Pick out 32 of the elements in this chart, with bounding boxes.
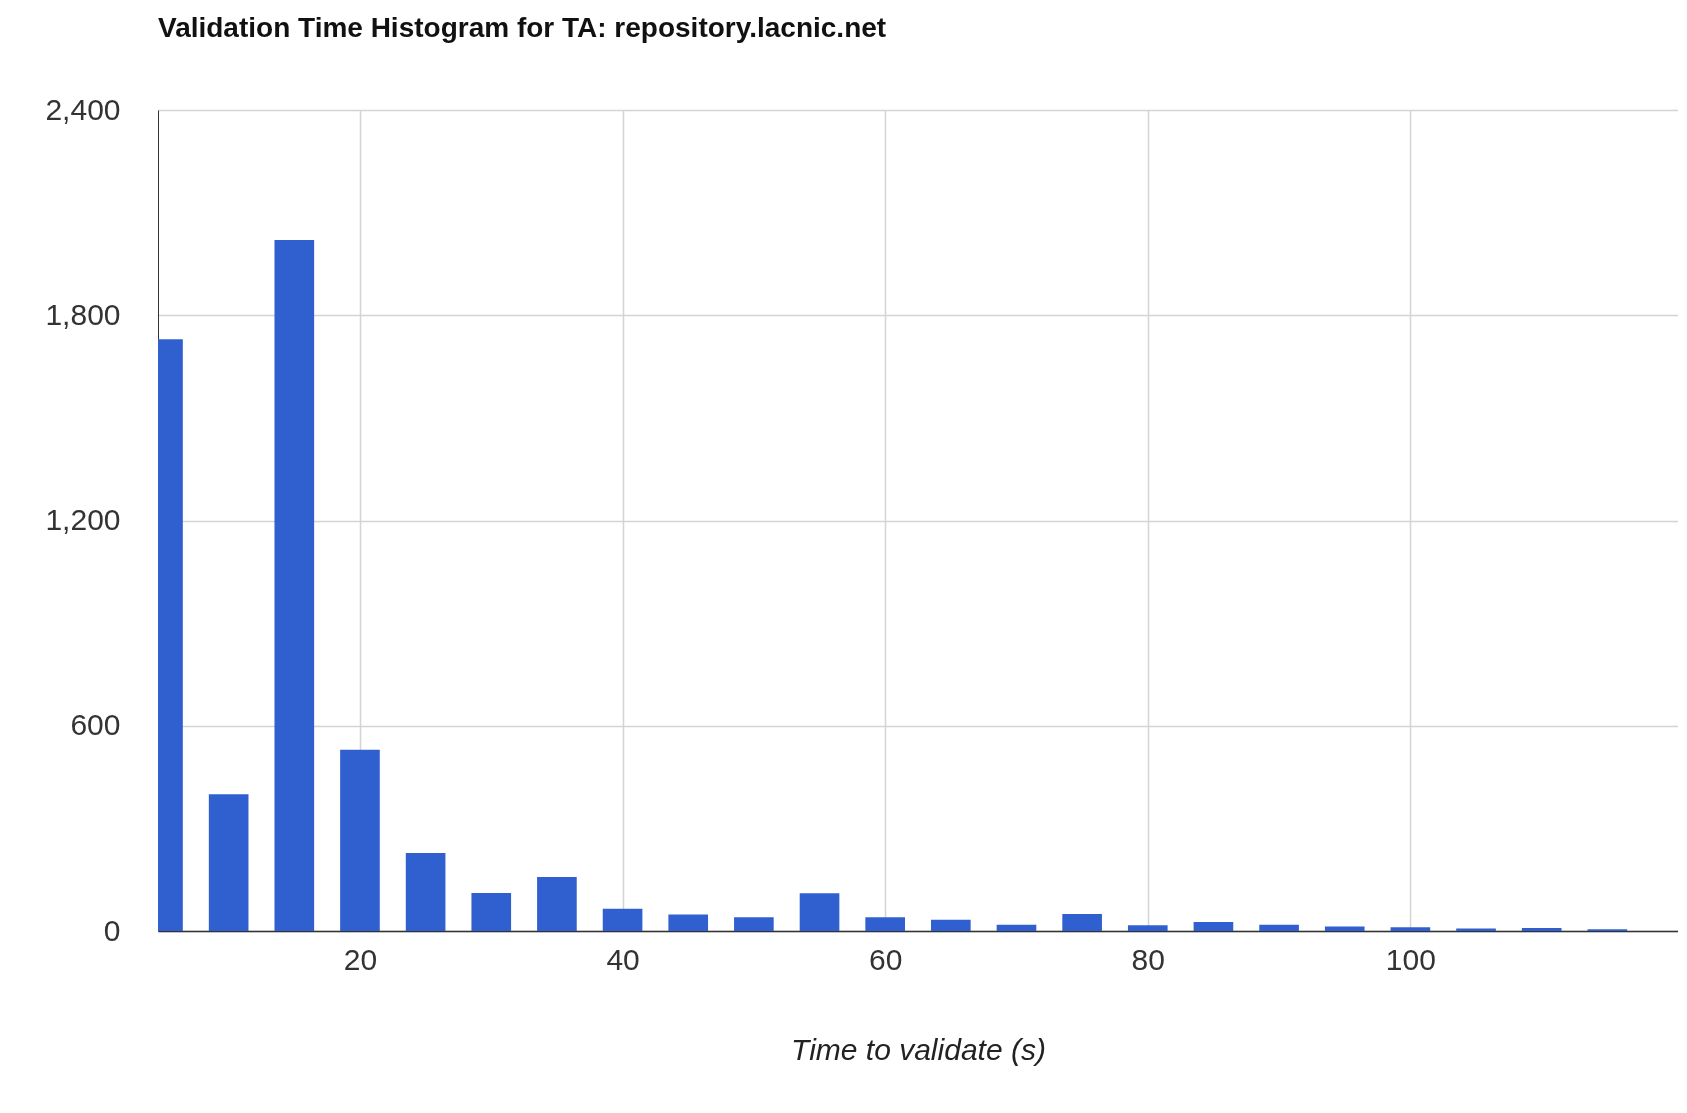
y-tick-label: 1,200 xyxy=(45,503,121,536)
bar xyxy=(1324,926,1365,931)
x-tick-label: 60 xyxy=(868,942,903,976)
bar xyxy=(1521,927,1562,931)
bar xyxy=(537,876,577,931)
x-tick-label: 40 xyxy=(606,942,640,976)
bar xyxy=(734,917,774,931)
bar xyxy=(865,917,905,931)
bar xyxy=(799,893,840,931)
x-tick-label: 100 xyxy=(1385,942,1436,976)
bar xyxy=(1259,924,1299,931)
bar xyxy=(274,239,315,931)
y-tick-label: 600 xyxy=(70,708,121,742)
x-axis-title: Time to validate (s) xyxy=(791,1032,1046,1066)
bar xyxy=(602,908,643,931)
x-tick-label: 80 xyxy=(1131,942,1165,976)
bar xyxy=(668,914,709,931)
bar xyxy=(1390,927,1431,931)
bar xyxy=(996,924,1037,931)
bar xyxy=(340,749,380,931)
bar xyxy=(931,919,971,931)
bar xyxy=(1193,922,1234,931)
bar xyxy=(471,893,512,931)
y-tick-label: 1,800 xyxy=(45,297,121,331)
y-tick-label: 0 xyxy=(103,913,121,947)
bar xyxy=(405,853,446,931)
y-tick-label: 2,400 xyxy=(45,92,121,126)
bar xyxy=(208,794,249,931)
bar xyxy=(1127,925,1168,931)
x-tick-label: 20 xyxy=(343,942,378,976)
chart-title: Validation Time Histogram for TA: repository.lacnic.net xyxy=(158,12,887,43)
bar xyxy=(1062,913,1102,931)
